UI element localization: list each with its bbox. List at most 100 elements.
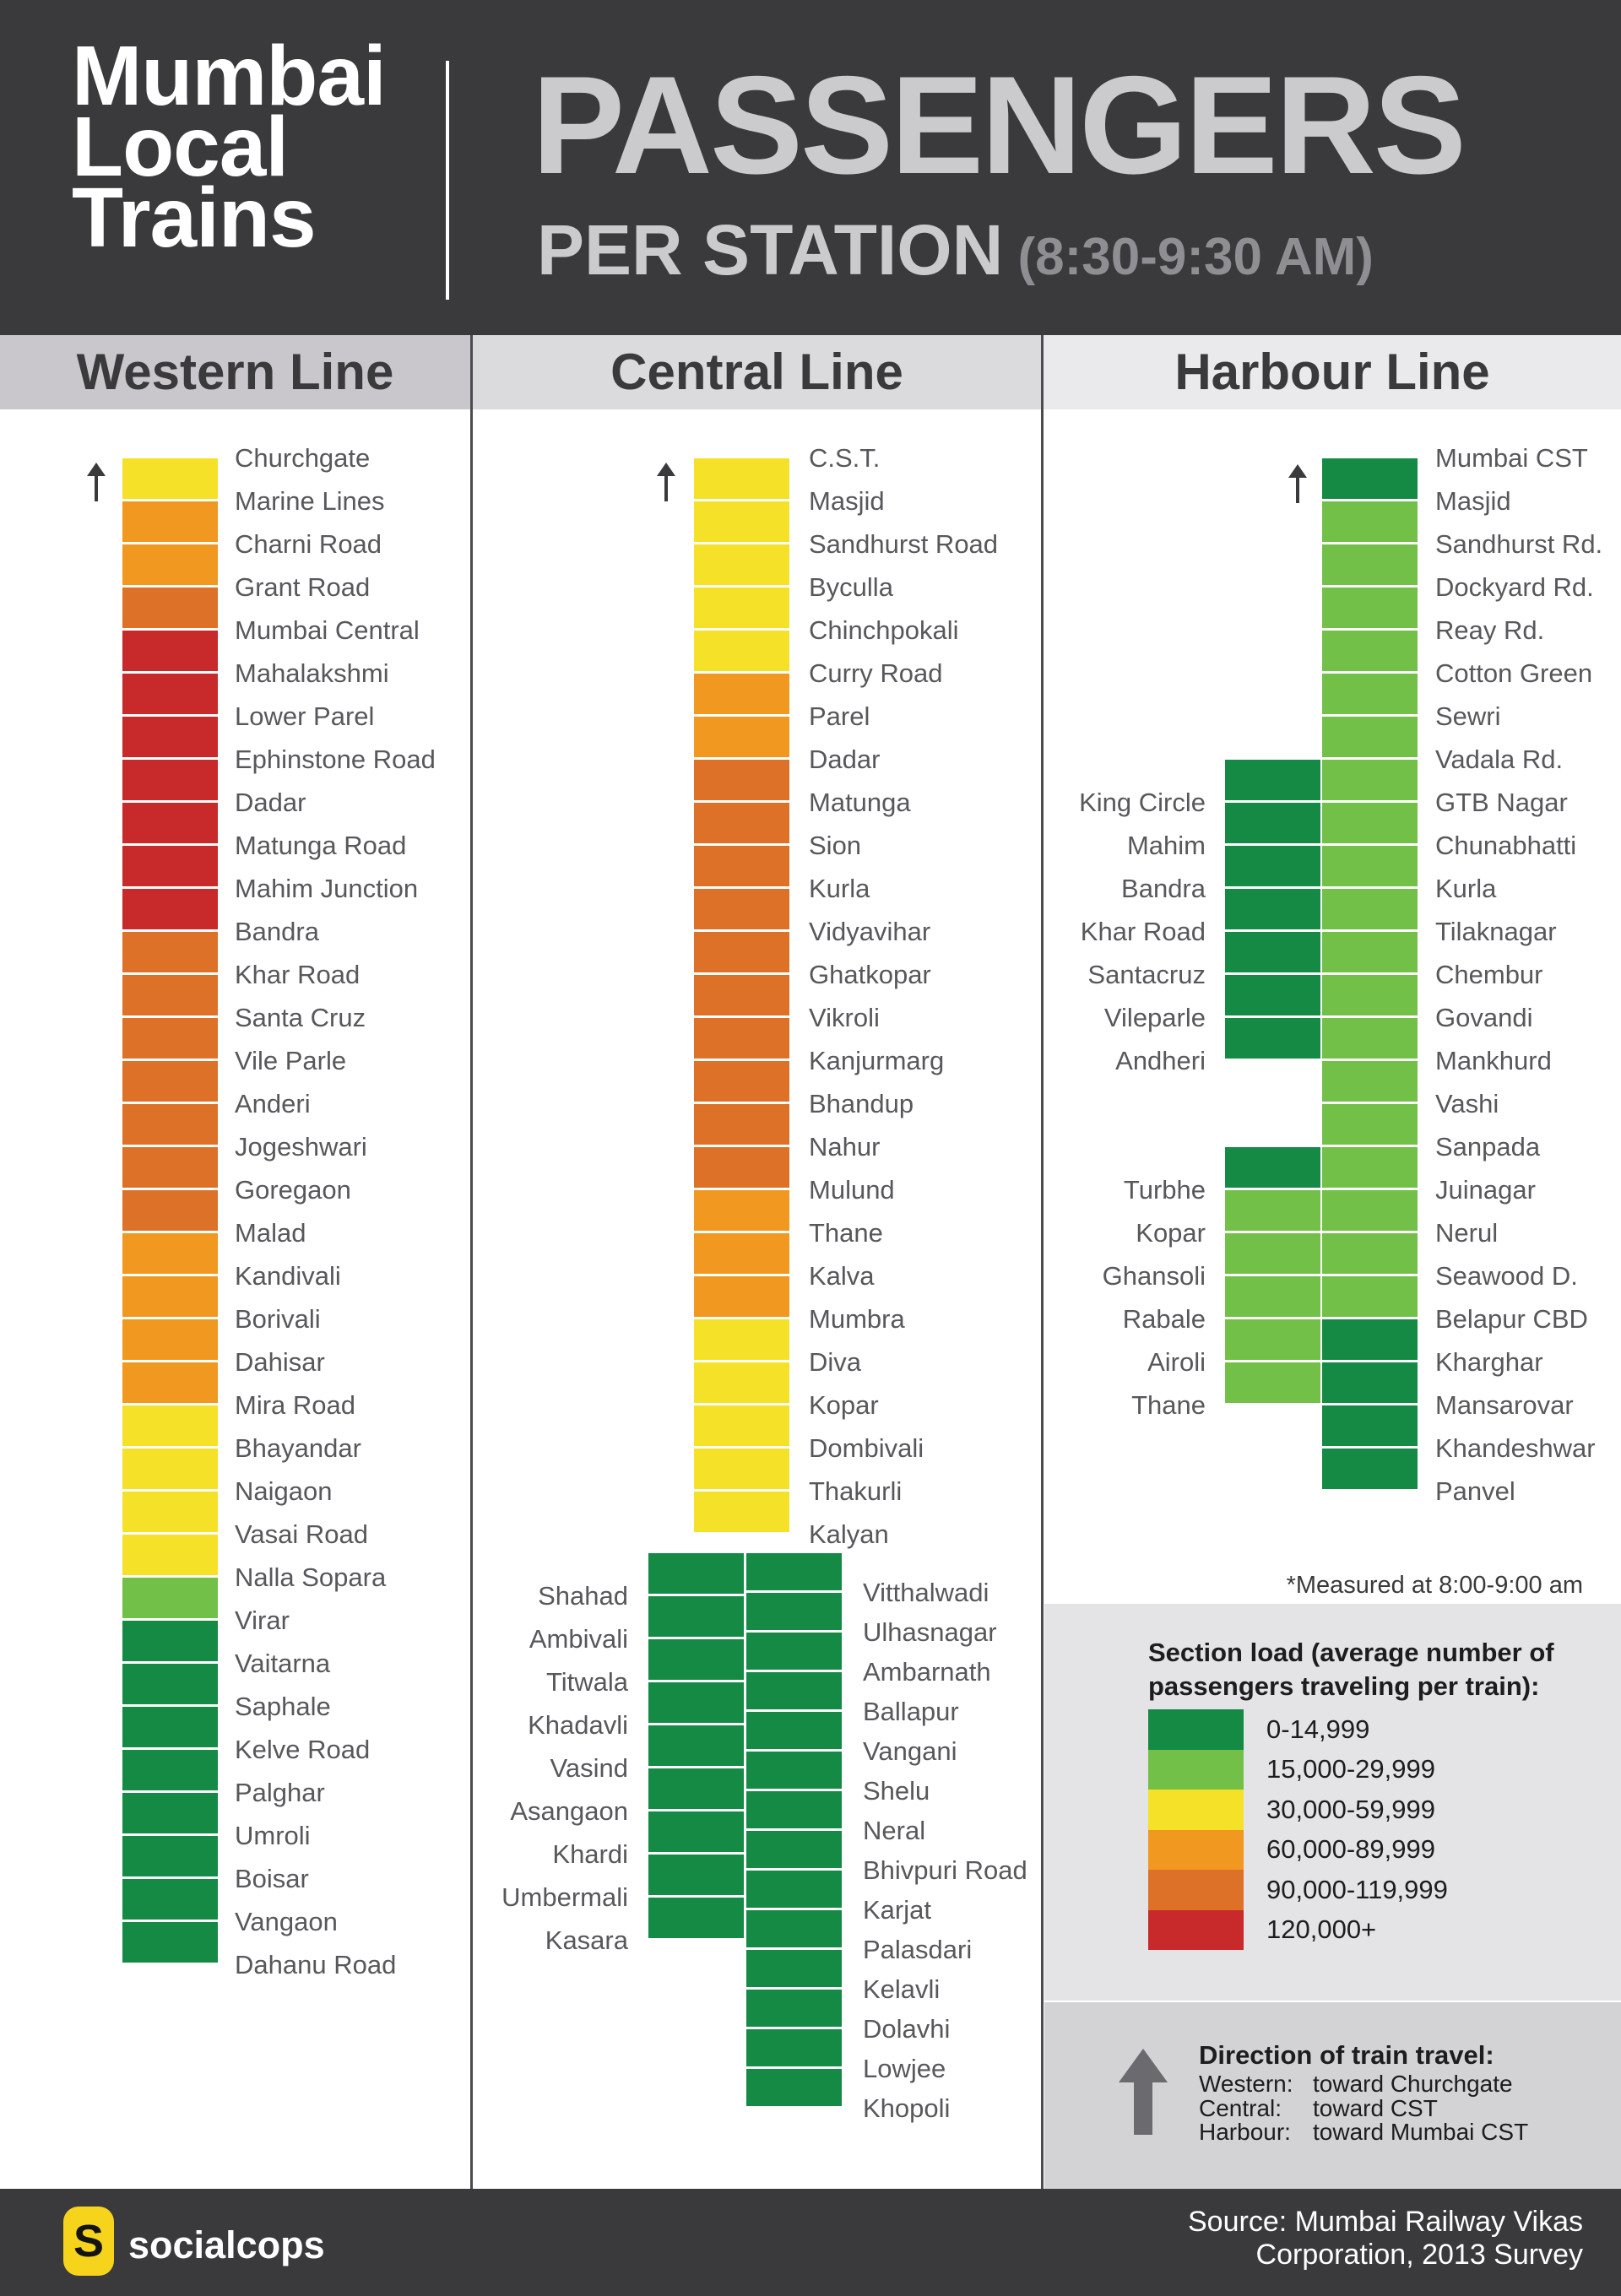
direction-line-dest: toward Churchgate: [1313, 2071, 1513, 2097]
station-label: Vitthalwadi: [863, 1578, 989, 1607]
section-block: [746, 1791, 842, 1828]
section-block: [1322, 1276, 1418, 1317]
section-block: [1322, 975, 1418, 1015]
section-block: [122, 1405, 218, 1446]
station-label: Parel: [809, 701, 870, 731]
direction-box: Direction of train travel: Western: towar…: [1044, 2002, 1621, 2189]
section-block: [122, 458, 218, 499]
station-label: Mumbai Central: [235, 615, 420, 645]
direction-line-name: Central:: [1199, 2094, 1282, 2121]
station-label: Dahisar: [235, 1347, 325, 1377]
section-block: [1225, 889, 1320, 929]
station-label: Kelve Road: [235, 1735, 371, 1764]
station-label: Mira Road: [235, 1390, 355, 1420]
station-label: Matunga: [809, 788, 911, 817]
section-block: [1225, 803, 1320, 843]
section-block: [1225, 975, 1320, 1015]
section-block: [122, 588, 218, 628]
station-label: Seawood D.: [1435, 1261, 1578, 1291]
station-label: Vidyavihar: [809, 917, 931, 946]
section-block: [694, 1147, 789, 1188]
section-block: [746, 1752, 842, 1789]
section-block: [694, 760, 789, 800]
section-block: [122, 631, 218, 671]
station-label: Lowjee: [863, 2054, 946, 2083]
station-label: Saphale: [235, 1692, 331, 1721]
station-label: Khadavli: [528, 1710, 628, 1740]
station-label: Tilaknagar: [1435, 917, 1557, 946]
section-block: [122, 1879, 218, 1920]
footer: S socialcops Source: Mumbai Railway Vika…: [0, 2189, 1621, 2296]
legend-label: 120,000+: [1266, 1914, 1377, 1945]
station-label: Curry Road: [809, 658, 943, 688]
station-label: Thakurli: [809, 1476, 903, 1506]
station-label: Chembur: [1435, 960, 1543, 989]
station-label: Masjid: [809, 486, 885, 516]
section-block: [122, 1793, 218, 1833]
station-label: Dockyard Rd.: [1435, 572, 1594, 602]
direction-line-name: Western:: [1199, 2071, 1293, 2097]
section-block: [122, 1707, 218, 1747]
section-block: [694, 588, 789, 628]
section-block: [746, 1831, 842, 1868]
source-line-2: Corporation, 2013 Survey: [1255, 2239, 1583, 2271]
section-block: [694, 1190, 789, 1231]
station-label: Mansarovar: [1435, 1390, 1574, 1420]
section-block: [122, 501, 218, 542]
section-block: [746, 1633, 842, 1670]
station-label: Jogeshwari: [235, 1132, 367, 1162]
section-block: [746, 1672, 842, 1709]
station-label: Kandivali: [235, 1261, 341, 1291]
section-block: [694, 1018, 789, 1059]
station-label: Borivali: [235, 1304, 321, 1334]
station-label: Naigaon: [235, 1476, 333, 1506]
station-label: Vile Parle: [235, 1046, 347, 1075]
section-block: [746, 1950, 842, 1987]
brand-line-2: Local: [72, 100, 289, 194]
section-block: [694, 544, 789, 585]
section-block: [122, 717, 218, 757]
station-label: Kalva: [809, 1261, 875, 1291]
column-header-central: Central Line: [473, 335, 1041, 409]
station-label: Karjat: [863, 1895, 931, 1925]
station-label: Ambarnath: [863, 1657, 991, 1687]
station-label: Thane: [809, 1218, 883, 1248]
socialcops-logo: S: [63, 2207, 114, 2276]
section-block: [1322, 932, 1418, 972]
section-block: [694, 1362, 789, 1403]
station-label: Palghar: [235, 1778, 325, 1807]
station-label: Vangaon: [235, 1907, 338, 1936]
section-block: [122, 1664, 218, 1704]
direction-row: Harbour: toward Mumbai CST: [1199, 2120, 1528, 2144]
brand-title: Mumbai Local Trains: [72, 34, 387, 260]
station-label: Sewri: [1435, 701, 1501, 731]
station-label: Mahim: [1126, 831, 1206, 860]
section-block: [122, 1750, 218, 1790]
station-label: Marine Lines: [235, 486, 385, 516]
station-label: Mumbra: [809, 1304, 905, 1334]
section-block: [122, 1621, 218, 1661]
direction-row: Western: toward Churchgate: [1199, 2072, 1528, 2096]
section-block: [746, 1910, 842, 1947]
station-label: Santa Cruz: [235, 1003, 366, 1032]
page-title: PASSENGERS: [532, 47, 1466, 203]
station-label: Grant Road: [235, 572, 371, 602]
section-block: [122, 846, 218, 886]
station-label: Khar Road: [235, 960, 361, 989]
station-label: Goregaon: [235, 1175, 351, 1205]
station-label: Nerul: [1435, 1218, 1499, 1248]
station-label: Umbermali: [501, 1882, 628, 1912]
station-label: Andheri: [1115, 1046, 1206, 1075]
footer-brand: socialcops: [128, 2223, 325, 2266]
section-block: [1322, 544, 1418, 585]
section-block: [1225, 1276, 1320, 1317]
section-block: [1225, 1018, 1320, 1059]
legend-label: 0-14,999: [1266, 1714, 1370, 1744]
section-block: [746, 1553, 842, 1590]
section-block: [1322, 631, 1418, 671]
legend-label: 90,000-119,999: [1266, 1874, 1448, 1904]
section-block: [746, 1712, 842, 1749]
section-block: [122, 932, 218, 972]
section-block: [694, 674, 789, 714]
